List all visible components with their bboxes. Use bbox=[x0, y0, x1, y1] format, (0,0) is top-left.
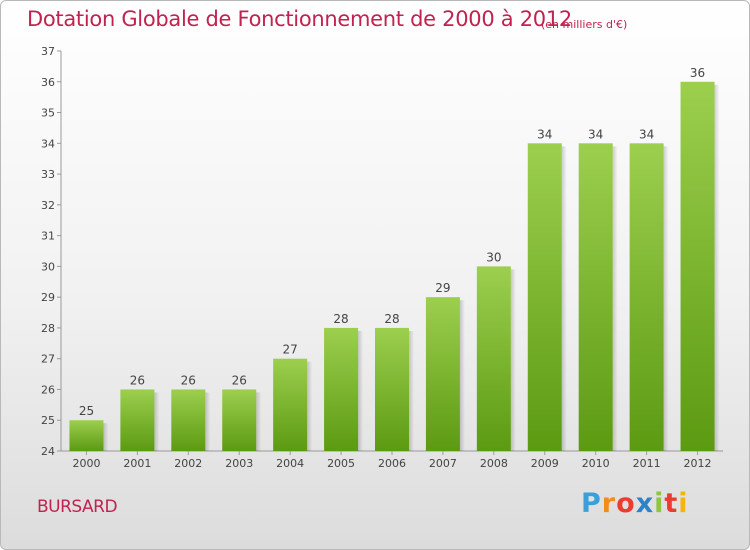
x-tick-label: 2007 bbox=[429, 457, 457, 470]
location-name: BURSARD bbox=[37, 497, 118, 517]
bar-2002 bbox=[171, 389, 206, 451]
chart-title: Dotation Globale de Fonctionnement de 20… bbox=[27, 7, 572, 31]
data-label: 27 bbox=[283, 343, 298, 357]
data-label: 28 bbox=[384, 312, 399, 326]
y-tick-label: 31 bbox=[41, 230, 55, 243]
bar-shadow bbox=[154, 392, 160, 451]
x-tick-label: 2000 bbox=[72, 457, 100, 470]
bar-2009 bbox=[527, 143, 562, 452]
data-label: 29 bbox=[435, 281, 450, 295]
bar-shadow bbox=[103, 423, 109, 451]
data-label: 34 bbox=[639, 127, 654, 141]
data-label: 26 bbox=[181, 373, 196, 387]
logo-letter: i bbox=[678, 488, 689, 519]
y-tick-label: 26 bbox=[41, 383, 55, 396]
x-tick-label: 2010 bbox=[582, 457, 610, 470]
data-label: 25 bbox=[79, 404, 94, 418]
bar-shadow bbox=[256, 392, 262, 451]
data-label: 34 bbox=[537, 127, 552, 141]
data-label: 30 bbox=[486, 250, 501, 264]
proxiti-logo: Proxiti bbox=[581, 488, 689, 519]
x-tick-label: 2012 bbox=[684, 457, 712, 470]
y-tick-label: 28 bbox=[41, 322, 55, 335]
logo-letter: x bbox=[635, 488, 655, 519]
bar-shadow bbox=[561, 146, 567, 452]
bar-2003 bbox=[222, 389, 257, 451]
x-tick-label: 2006 bbox=[378, 457, 406, 470]
data-label: 36 bbox=[690, 66, 705, 80]
y-tick-label: 27 bbox=[41, 353, 55, 366]
x-tick-label: 2002 bbox=[174, 457, 202, 470]
bar-2005 bbox=[324, 327, 359, 451]
bar-shadow bbox=[205, 392, 211, 451]
y-tick-label: 25 bbox=[41, 414, 55, 427]
y-tick-label: 36 bbox=[41, 76, 55, 89]
data-label: 26 bbox=[232, 373, 247, 387]
logo-letter: r bbox=[601, 488, 617, 519]
chart-subtitle: (en milliers d'€) bbox=[541, 18, 628, 31]
bar-2000 bbox=[69, 420, 104, 451]
bar-2012 bbox=[680, 81, 715, 452]
bar-2004 bbox=[273, 358, 308, 451]
bar-shadow bbox=[409, 330, 414, 451]
x-tick-label: 2005 bbox=[327, 457, 355, 470]
y-tick-label: 34 bbox=[41, 137, 55, 150]
bar-2007 bbox=[425, 297, 460, 451]
x-tick-label: 2009 bbox=[531, 457, 559, 470]
logo-letter: t bbox=[664, 488, 679, 519]
x-tick-label: 2001 bbox=[123, 457, 151, 470]
y-tick-label: 37 bbox=[41, 45, 55, 58]
y-tick-label: 33 bbox=[41, 168, 55, 181]
bar-2008 bbox=[476, 266, 511, 451]
x-tick-label: 2003 bbox=[225, 457, 253, 470]
bar-shadow bbox=[714, 84, 720, 452]
bar-shadow bbox=[459, 300, 465, 451]
bar-shadow bbox=[358, 330, 364, 451]
y-tick-label: 29 bbox=[41, 291, 55, 304]
data-label: 26 bbox=[130, 373, 145, 387]
bar-shadow bbox=[663, 146, 669, 452]
data-label: 28 bbox=[333, 312, 348, 326]
bar-shadow bbox=[612, 146, 618, 452]
bar-shadow bbox=[510, 269, 516, 451]
y-tick-label: 30 bbox=[41, 260, 55, 273]
logo-letter: o bbox=[616, 488, 636, 519]
bar-2001 bbox=[120, 389, 155, 451]
bar-shadow bbox=[307, 361, 313, 451]
x-tick-label: 2004 bbox=[276, 457, 304, 470]
y-tick-label: 32 bbox=[41, 199, 55, 212]
y-tick-label: 35 bbox=[41, 107, 55, 120]
x-tick-label: 2011 bbox=[633, 457, 661, 470]
bar-2010 bbox=[578, 143, 613, 452]
bar-2011 bbox=[629, 143, 664, 452]
data-label: 34 bbox=[588, 127, 603, 141]
logo-letter: P bbox=[581, 488, 602, 519]
bar-2006 bbox=[375, 327, 409, 451]
x-tick-label: 2008 bbox=[480, 457, 508, 470]
y-tick-label: 24 bbox=[41, 445, 55, 458]
logo-letter: i bbox=[654, 488, 665, 519]
